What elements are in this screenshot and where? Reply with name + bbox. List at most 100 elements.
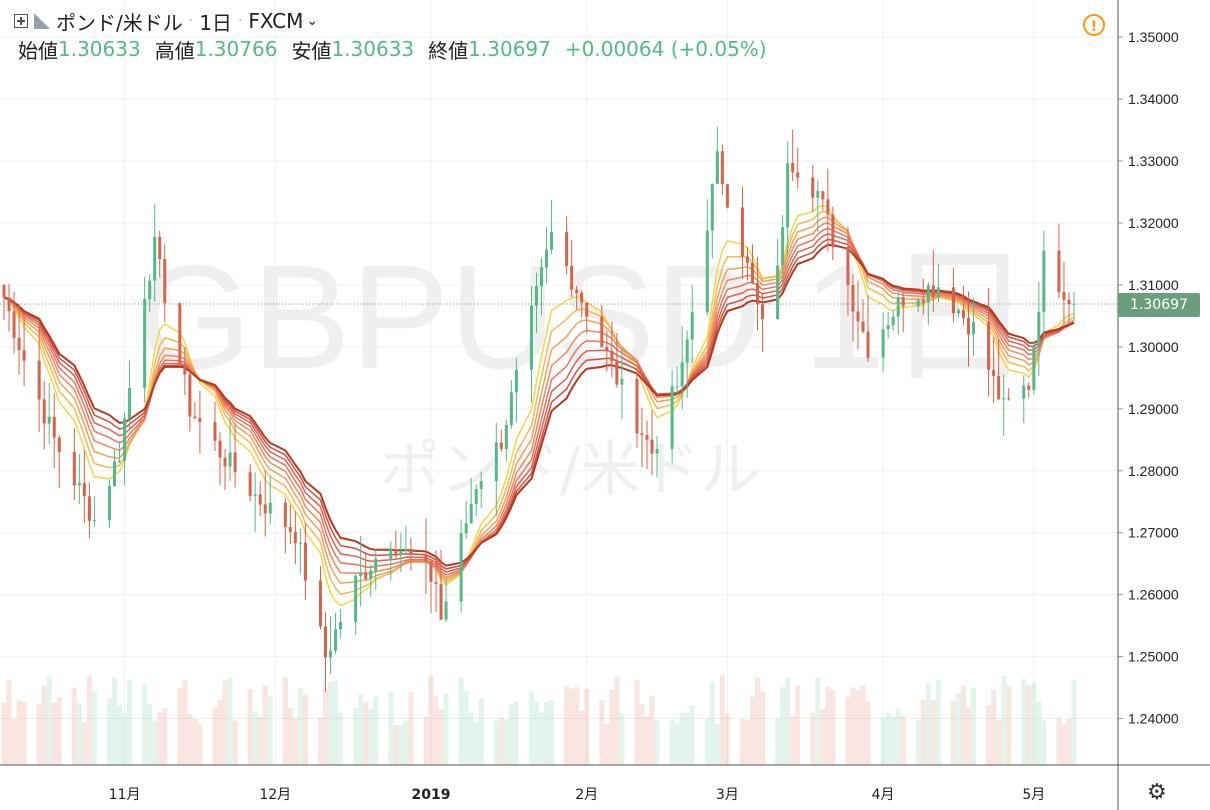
symbol-name[interactable]: ポンド/米ドル [56,10,183,35]
candle-body [394,549,398,555]
volume-bar [1066,719,1072,765]
candle-body [233,452,237,473]
volume-bar [41,685,47,765]
ma-line [3,221,1075,579]
volume-bar [960,685,966,765]
candle-body [339,621,343,630]
candle-body [389,549,393,559]
candle-body [399,550,403,555]
volume-bar [398,724,404,765]
candle-body [620,378,624,385]
volume-bar [368,709,374,765]
change-value: +0.00064 (+0.05%) [564,37,767,61]
volume-bar [644,716,650,765]
candle-body [740,207,744,257]
volume-bar [493,720,499,765]
candle-body [690,312,694,340]
candle-body [675,386,679,388]
volume-bar [122,713,128,765]
candle-body [926,285,930,303]
volume-bar [187,713,193,765]
volume-bar [56,697,62,765]
candle-body [364,572,368,579]
volume-bar [498,717,504,765]
candle-body [87,496,91,521]
candle-body [404,548,408,551]
candle-body [745,256,749,263]
ma-line [3,216,1075,584]
volume-bar [11,718,17,765]
volume-bar [966,707,972,765]
volume-bar [267,695,273,765]
candle-body [459,533,463,602]
volume-bar [106,698,112,765]
candle-body [866,331,870,358]
high-label: 高値 [154,38,195,63]
candle-body [1067,299,1071,305]
candle-body [886,325,890,330]
candle-body [1027,385,1031,390]
volume-bar [127,679,133,765]
candle-body [359,572,363,576]
volume-bar [338,712,344,765]
candle-body [123,418,127,461]
candle-body [921,300,925,303]
candle-body [469,504,473,524]
volume-bar [86,675,92,765]
volume-bar [21,702,27,765]
volume-bar [991,689,997,765]
volume-bar [71,687,77,765]
candle-body [705,230,709,313]
candle-body [77,483,81,486]
volume-bar [614,676,620,765]
ma-ribbon [3,204,1075,607]
candle-body [92,520,96,522]
volume-bar [749,696,756,765]
volume-bar [403,720,409,765]
volume-bar [825,686,831,765]
candle-body [128,388,132,419]
warning-icon[interactable]: ! [1083,14,1105,36]
candle-body [439,583,443,620]
y-tick-label: 1.34000 [1128,91,1179,107]
candle-body [570,265,574,290]
volume-bar [222,680,228,765]
watermark: GBPUSD 1日 ポンド/米ドル [137,235,1033,505]
candle-body [188,374,192,417]
symbol-row: ポンド/米ドル · 1日 · FXCM ⌄ [4,6,767,36]
candle-body [967,318,971,335]
volume-bar [639,704,645,765]
candle-body [1057,250,1061,293]
volume-bar [393,724,399,765]
interval-label[interactable]: 1日 [199,10,232,35]
ma-line [3,227,1075,576]
open-value: 1.30633 [58,37,141,61]
gear-icon[interactable]: ⚙ [1147,780,1167,805]
candle-body [545,249,549,268]
candle-body [258,494,262,505]
candle-body [600,316,604,347]
candle-body [143,299,147,389]
y-tick-label: 1.25000 [1128,649,1179,665]
volume-bar [1021,679,1027,765]
candle-body [992,369,996,377]
volume-bar [408,691,414,765]
volume-bar [684,712,690,765]
exchange-label[interactable]: FXCM [248,9,304,33]
volume-bar [895,708,901,765]
candle-body [298,542,302,544]
volume-bar [373,696,379,765]
candle-body [318,580,322,627]
volume-bar [1036,701,1042,765]
y-tick-label: 1.33000 [1128,153,1179,169]
candle-body [670,386,674,449]
volume-bar [775,718,781,765]
volume-bar [353,707,359,765]
volume-bar [388,691,394,765]
candle-body [329,650,333,658]
candle-body [153,236,157,281]
expand-icon[interactable] [14,14,28,28]
chevron-down-icon[interactable]: ⌄ [306,13,319,29]
volume-bar [182,679,188,765]
